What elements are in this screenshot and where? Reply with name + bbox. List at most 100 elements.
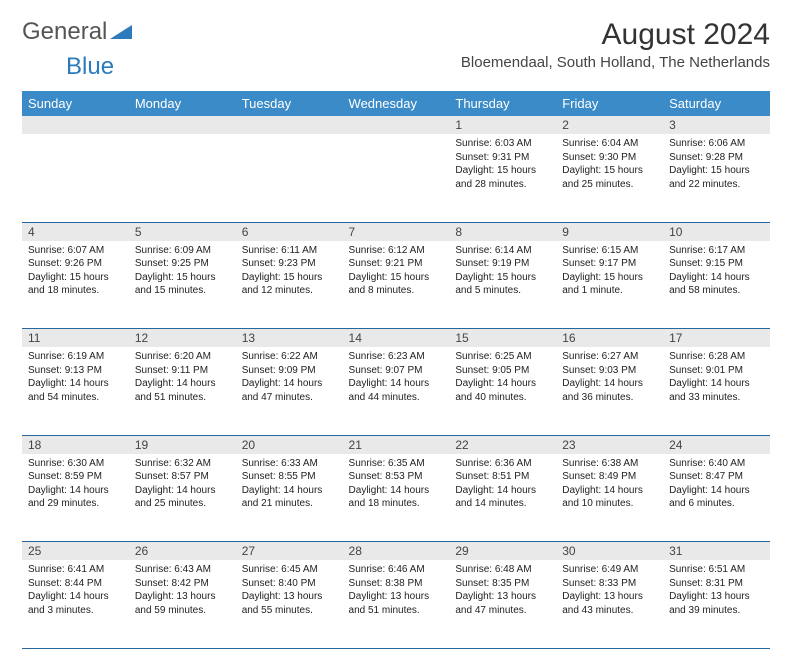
day-number: 3 [663, 116, 770, 134]
sunset-text: Sunset: 8:33 PM [562, 577, 657, 591]
daylight2-text: and 51 minutes. [135, 391, 230, 405]
day-number: 18 [22, 435, 129, 454]
daylight2-text: and 18 minutes. [349, 497, 444, 511]
daylight2-text: and 1 minute. [562, 284, 657, 298]
day-number: 24 [663, 435, 770, 454]
day-cell: Sunrise: 6:19 AMSunset: 9:13 PMDaylight:… [22, 347, 129, 435]
sunrise-text: Sunrise: 6:41 AM [28, 563, 123, 577]
day-cell: Sunrise: 6:12 AMSunset: 9:21 PMDaylight:… [343, 241, 450, 329]
day-cell [22, 134, 129, 222]
sunset-text: Sunset: 8:55 PM [242, 470, 337, 484]
sunrise-text: Sunrise: 6:03 AM [455, 137, 550, 151]
sunrise-text: Sunrise: 6:46 AM [349, 563, 444, 577]
day-number: 27 [236, 542, 343, 561]
daylight1-text: Daylight: 14 hours [669, 271, 764, 285]
day-number: 4 [22, 222, 129, 241]
daylight2-text: and 54 minutes. [28, 391, 123, 405]
sunset-text: Sunset: 9:09 PM [242, 364, 337, 378]
day-number: 21 [343, 435, 450, 454]
daylight1-text: Daylight: 14 hours [669, 484, 764, 498]
weekday-header: Wednesday [343, 91, 450, 116]
content-row: Sunrise: 6:03 AMSunset: 9:31 PMDaylight:… [22, 134, 770, 222]
sunrise-text: Sunrise: 6:28 AM [669, 350, 764, 364]
day-cell-content: Sunrise: 6:11 AMSunset: 9:23 PMDaylight:… [236, 241, 343, 302]
daylight1-text: Daylight: 14 hours [349, 377, 444, 391]
daylight1-text: Daylight: 14 hours [669, 377, 764, 391]
daynum-row: 45678910 [22, 222, 770, 241]
daylight2-text: and 43 minutes. [562, 604, 657, 618]
daylight2-text: and 18 minutes. [28, 284, 123, 298]
sunset-text: Sunset: 8:49 PM [562, 470, 657, 484]
sunset-text: Sunset: 9:03 PM [562, 364, 657, 378]
location-text: Bloemendaal, South Holland, The Netherla… [461, 54, 770, 71]
day-cell-content: Sunrise: 6:27 AMSunset: 9:03 PMDaylight:… [556, 347, 663, 408]
sunrise-text: Sunrise: 6:25 AM [455, 350, 550, 364]
sunset-text: Sunset: 8:59 PM [28, 470, 123, 484]
sunset-text: Sunset: 8:38 PM [349, 577, 444, 591]
sunset-text: Sunset: 9:25 PM [135, 257, 230, 271]
day-cell: Sunrise: 6:40 AMSunset: 8:47 PMDaylight:… [663, 454, 770, 542]
daylight1-text: Daylight: 13 hours [349, 590, 444, 604]
sunset-text: Sunset: 9:15 PM [669, 257, 764, 271]
sunrise-text: Sunrise: 6:22 AM [242, 350, 337, 364]
day-cell [129, 134, 236, 222]
daylight2-text: and 12 minutes. [242, 284, 337, 298]
day-cell-content: Sunrise: 6:04 AMSunset: 9:30 PMDaylight:… [556, 134, 663, 195]
daylight2-text: and 8 minutes. [349, 284, 444, 298]
sunrise-text: Sunrise: 6:43 AM [135, 563, 230, 577]
day-number: 16 [556, 329, 663, 348]
day-cell: Sunrise: 6:03 AMSunset: 9:31 PMDaylight:… [449, 134, 556, 222]
day-cell: Sunrise: 6:04 AMSunset: 9:30 PMDaylight:… [556, 134, 663, 222]
day-cell-content [236, 134, 343, 141]
sunset-text: Sunset: 9:07 PM [349, 364, 444, 378]
day-number [22, 116, 129, 134]
day-cell [343, 134, 450, 222]
daylight2-text: and 47 minutes. [242, 391, 337, 405]
day-number: 7 [343, 222, 450, 241]
sunrise-text: Sunrise: 6:14 AM [455, 244, 550, 258]
sunset-text: Sunset: 8:47 PM [669, 470, 764, 484]
sunrise-text: Sunrise: 6:38 AM [562, 457, 657, 471]
sunset-text: Sunset: 9:13 PM [28, 364, 123, 378]
sunset-text: Sunset: 9:01 PM [669, 364, 764, 378]
daylight2-text: and 44 minutes. [349, 391, 444, 405]
daylight2-text: and 40 minutes. [455, 391, 550, 405]
sunset-text: Sunset: 9:19 PM [455, 257, 550, 271]
content-row: Sunrise: 6:07 AMSunset: 9:26 PMDaylight:… [22, 241, 770, 329]
sunset-text: Sunset: 9:31 PM [455, 151, 550, 165]
daylight1-text: Daylight: 15 hours [135, 271, 230, 285]
sunrise-text: Sunrise: 6:04 AM [562, 137, 657, 151]
daylight2-text: and 59 minutes. [135, 604, 230, 618]
logo-triangle-icon [110, 18, 132, 46]
day-cell-content: Sunrise: 6:38 AMSunset: 8:49 PMDaylight:… [556, 454, 663, 515]
daylight2-text: and 58 minutes. [669, 284, 764, 298]
daynum-row: 123 [22, 116, 770, 134]
daylight1-text: Daylight: 14 hours [349, 484, 444, 498]
day-number: 1 [449, 116, 556, 134]
day-cell-content: Sunrise: 6:30 AMSunset: 8:59 PMDaylight:… [22, 454, 129, 515]
logo-text-general: General [22, 18, 107, 46]
daylight1-text: Daylight: 14 hours [135, 377, 230, 391]
daylight2-text: and 33 minutes. [669, 391, 764, 405]
daylight1-text: Daylight: 14 hours [135, 484, 230, 498]
day-number: 11 [22, 329, 129, 348]
sunset-text: Sunset: 8:53 PM [349, 470, 444, 484]
daylight1-text: Daylight: 14 hours [28, 377, 123, 391]
daylight1-text: Daylight: 15 hours [455, 271, 550, 285]
day-number [343, 116, 450, 134]
day-cell-content: Sunrise: 6:35 AMSunset: 8:53 PMDaylight:… [343, 454, 450, 515]
day-cell-content: Sunrise: 6:23 AMSunset: 9:07 PMDaylight:… [343, 347, 450, 408]
logo-text-blue: Blue [66, 53, 114, 80]
day-cell-content: Sunrise: 6:19 AMSunset: 9:13 PMDaylight:… [22, 347, 129, 408]
sunrise-text: Sunrise: 6:12 AM [349, 244, 444, 258]
sunrise-text: Sunrise: 6:45 AM [242, 563, 337, 577]
day-cell: Sunrise: 6:25 AMSunset: 9:05 PMDaylight:… [449, 347, 556, 435]
day-cell: Sunrise: 6:30 AMSunset: 8:59 PMDaylight:… [22, 454, 129, 542]
calendar-page: General August 2024 Bloemendaal, South H… [0, 0, 792, 659]
sunrise-text: Sunrise: 6:33 AM [242, 457, 337, 471]
daylight1-text: Daylight: 14 hours [242, 484, 337, 498]
day-number: 17 [663, 329, 770, 348]
day-cell: Sunrise: 6:22 AMSunset: 9:09 PMDaylight:… [236, 347, 343, 435]
day-cell-content: Sunrise: 6:25 AMSunset: 9:05 PMDaylight:… [449, 347, 556, 408]
day-cell-content: Sunrise: 6:20 AMSunset: 9:11 PMDaylight:… [129, 347, 236, 408]
